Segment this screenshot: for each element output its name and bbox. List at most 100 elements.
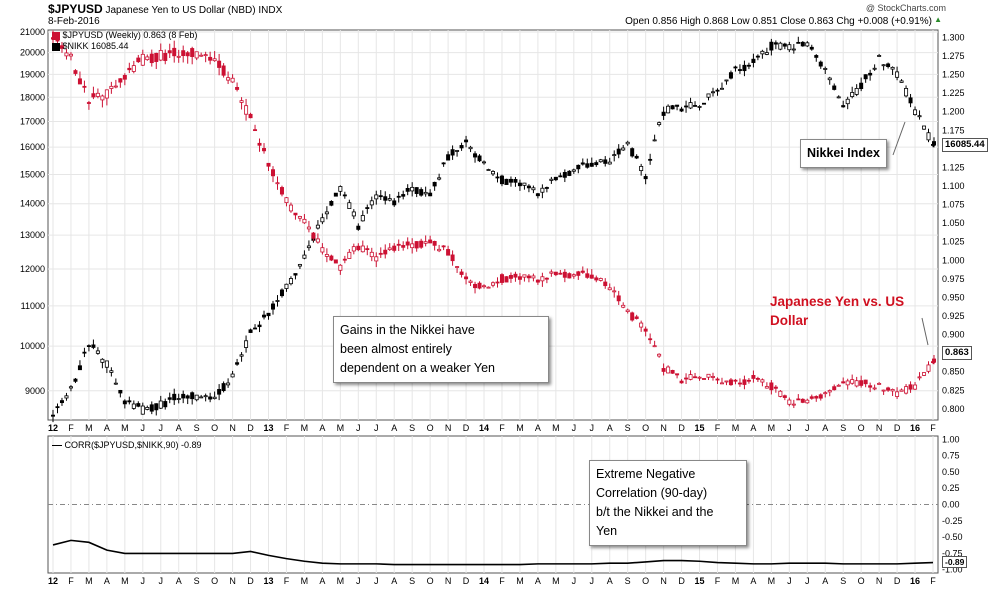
x-tick-label-indicator: 16: [910, 576, 920, 586]
candle-body: [886, 63, 891, 67]
candle-body: [908, 97, 913, 104]
candle-body: [468, 146, 473, 150]
candle-body: [473, 153, 478, 158]
candle-body: [360, 245, 365, 253]
candle-body: [149, 404, 154, 412]
candle-body: [190, 48, 195, 57]
candle-body: [464, 276, 469, 280]
candle-body: [719, 87, 724, 90]
right-axis-tick: 0.850: [942, 367, 965, 377]
candle-body: [827, 390, 832, 393]
legend-jpy-swatch: [52, 31, 60, 40]
right-axis-tick: 1.000: [942, 255, 965, 265]
candle-body: [769, 382, 774, 391]
candle-body: [342, 258, 347, 261]
candle-body: [544, 277, 549, 280]
candle-body: [136, 57, 141, 63]
corr-line-2: Correlation (90-day): [596, 486, 708, 500]
candle-body: [558, 175, 563, 178]
correlation-line: [52, 539, 934, 566]
candle-body: [724, 380, 729, 383]
x-tick-label: F: [715, 423, 721, 433]
candle-body: [913, 384, 918, 390]
x-tick-label-indicator: J: [356, 576, 361, 586]
main-panel-frame: [47, 29, 939, 421]
candle-body: [917, 115, 922, 118]
candle-body: [315, 238, 320, 243]
candle-body: [773, 386, 778, 389]
candle-body: [517, 182, 522, 187]
candle-body: [634, 316, 639, 319]
x-tick-label: A: [104, 423, 110, 433]
left-axis-tick: 12000: [20, 264, 45, 274]
candle-body: [329, 255, 334, 261]
x-tick-label: N: [229, 423, 236, 433]
candle-body: [531, 187, 536, 191]
left-axis-tick: 17000: [20, 116, 45, 126]
candle-body: [127, 400, 132, 403]
candle-body: [333, 259, 338, 264]
candle-body: [746, 64, 751, 67]
x-tick-label: M: [552, 423, 560, 433]
candle-body: [589, 162, 594, 167]
candle-body: [158, 400, 163, 409]
candle-body: [877, 55, 882, 57]
candle-body: [68, 53, 73, 57]
indicator-title: CORR($JPYUSD,$NIKK,90) -0.89: [64, 440, 202, 450]
candle-body: [621, 147, 626, 151]
candle-body: [836, 384, 841, 387]
candle-body: [904, 386, 909, 394]
candle-body: [104, 360, 109, 368]
candle-body: [86, 102, 91, 104]
right-axis-tick: 0.925: [942, 311, 965, 321]
candle-body: [338, 186, 343, 192]
candle-body: [266, 162, 271, 167]
x-tick-label: M: [85, 423, 93, 433]
candle-body: [275, 182, 280, 185]
candle-body: [926, 364, 931, 372]
x-tick-label: J: [805, 423, 810, 433]
candle-body: [688, 102, 693, 109]
legend-jpy: $JPYUSD (Weekly) 0.863 (8 Feb): [52, 30, 197, 40]
corr-last-tag: -0.89: [942, 556, 968, 568]
candle-body: [374, 256, 379, 262]
x-tick-label-indicator: F: [284, 576, 290, 586]
candle-body: [544, 187, 549, 189]
candle-body: [917, 376, 922, 379]
candle-body: [549, 178, 554, 181]
candle-body: [95, 350, 100, 354]
candle-body: [208, 396, 213, 400]
candle-body: [293, 273, 298, 276]
candle-body: [567, 170, 572, 176]
candle-body: [302, 254, 307, 259]
x-tick-label-indicator: O: [858, 576, 865, 586]
candle-body: [684, 377, 689, 380]
candle-body: [100, 95, 105, 101]
yen-line-1: Japanese Yen vs. US: [770, 294, 905, 309]
x-tick-label: J: [159, 423, 164, 433]
candle-body: [167, 50, 172, 54]
candle-body: [306, 226, 311, 230]
candle-body: [392, 245, 397, 251]
x-tick-label-indicator: S: [409, 576, 415, 586]
candle-body: [212, 396, 217, 400]
indicator-axis-tick: 1.00: [942, 434, 960, 444]
candle-body: [378, 195, 383, 198]
candle-body: [764, 52, 769, 55]
candle-body: [800, 398, 805, 403]
candle-body: [904, 88, 909, 97]
indicator-axis-tick: 0.75: [942, 451, 960, 461]
candle-body: [127, 67, 132, 71]
candle-body: [194, 394, 199, 401]
candle-body: [598, 278, 603, 281]
x-tick-label: 15: [695, 423, 705, 433]
candle-body: [239, 354, 244, 357]
candle-body: [715, 378, 720, 381]
candle-body: [486, 169, 491, 171]
candle-body: [468, 280, 473, 283]
candle-body: [890, 66, 895, 70]
x-tick-label-indicator: N: [876, 576, 883, 586]
candle-body: [73, 70, 78, 74]
candle-body: [459, 271, 464, 275]
x-tick-label: O: [642, 423, 649, 433]
